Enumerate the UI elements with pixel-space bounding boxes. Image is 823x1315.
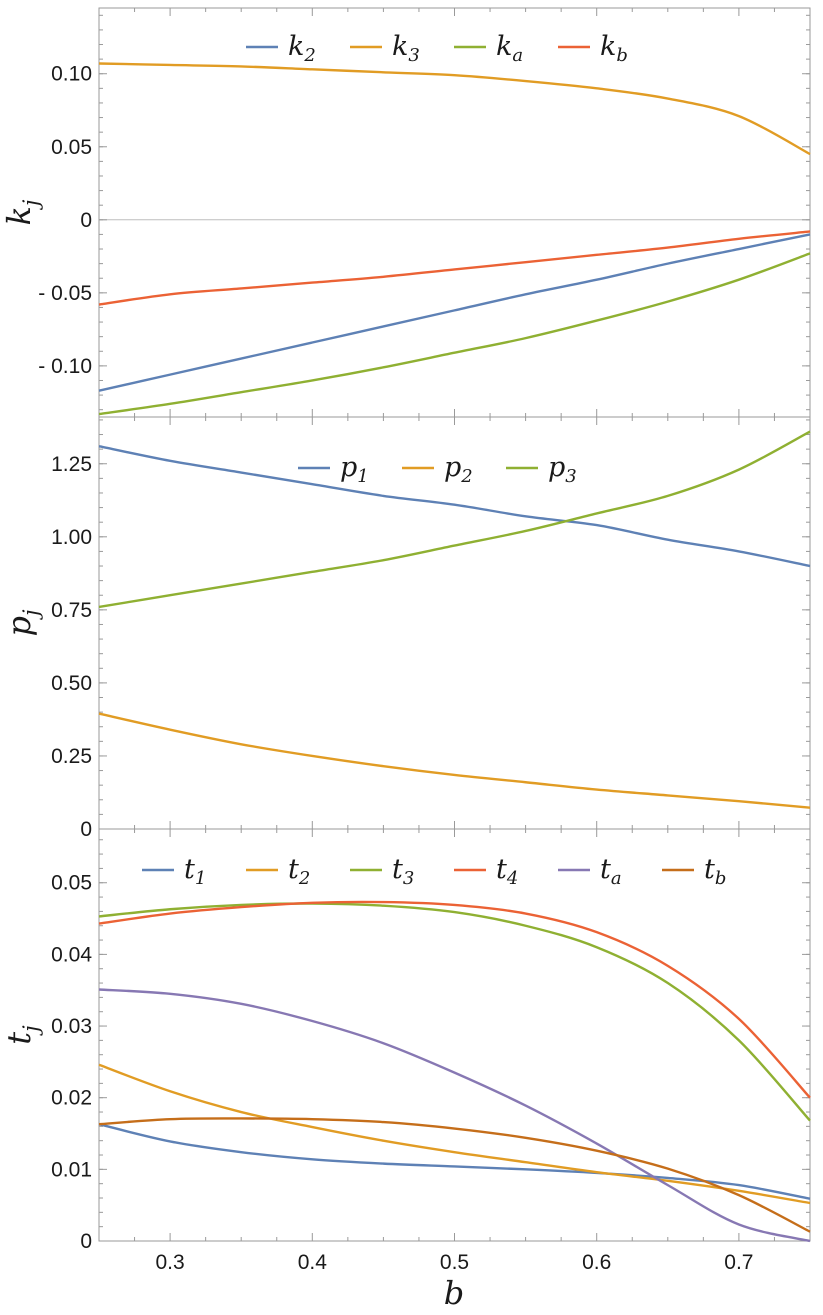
y-tick-label: 0: [80, 818, 92, 841]
y-tick-label: - 0.05: [38, 282, 92, 305]
legend-entry-subscript: 2: [303, 45, 315, 66]
legend-entry-subscript: 1: [195, 868, 206, 889]
y-tick-label: 1.00: [51, 526, 92, 549]
y-tick-label: 0.03: [51, 1015, 92, 1038]
y-tick-label: 0: [80, 209, 92, 232]
y-tick-label: 0.04: [51, 943, 92, 966]
y-tick-label: 0.01: [51, 1158, 92, 1181]
legend-entry: t2: [288, 854, 310, 889]
x-axis-label: b: [444, 1274, 464, 1312]
legend-entry: p1: [340, 452, 369, 487]
series-line-t-a: [98, 988, 811, 1243]
y-axis-label: tj: [0, 1025, 43, 1045]
legend-entry-subscript: a: [611, 868, 622, 889]
x-tick-label: 0.6: [582, 1251, 611, 1274]
legend-entry-subscript: 2: [460, 466, 472, 487]
series-line-k-b: [98, 230, 811, 306]
x-tick-label: 0.3: [155, 1251, 184, 1274]
legend-entry-subscript: a: [512, 45, 523, 66]
legend: k2 k3 ka kb: [246, 31, 628, 66]
legend-entry: k3: [392, 31, 420, 66]
series-line-p-1: [98, 445, 811, 568]
legend-entry-subscript: 2: [298, 868, 310, 889]
panel-t-values: 0.05 0.04 0.03 0.02 0.01 0 0.3 0.4 0.5 0.6 0.7 tj t1…: [0, 828, 811, 1274]
legend-entry: t1: [184, 854, 206, 889]
y-tick-label: 0.02: [51, 1087, 92, 1110]
legend-entry-subscript: 3: [565, 466, 576, 487]
series-line-k-a: [98, 252, 811, 416]
y-axis-label: pj: [0, 609, 43, 636]
legend-entry: ka: [496, 31, 523, 66]
y-axis-label-subscript: j: [19, 199, 43, 210]
y-tick-label: 0.10: [51, 63, 92, 86]
series-line-p-3: [98, 430, 811, 609]
legend-entry: p2: [444, 452, 473, 487]
legend: p1 p2 p3: [298, 452, 577, 487]
y-tick-label: - 0.10: [38, 355, 92, 378]
y-tick-label: 0: [80, 1230, 92, 1253]
x-tick-label: 0.7: [724, 1251, 753, 1274]
series-line-t-3: [98, 902, 811, 1122]
legend-entry-subscript: b: [616, 45, 628, 66]
legend-entry-subscript: 1: [357, 466, 368, 487]
panel-k-coefficients: 0.10 0.05 0 - 0.05 - 0.10 kj k2 k3 ka kb: [0, 7, 811, 418]
legend-entry: tb: [704, 854, 726, 889]
legend-entry: t4: [496, 854, 518, 889]
series-line-t-b: [98, 1117, 811, 1233]
legend: t1 t2 t3 t4 ta tb: [142, 854, 726, 889]
series-line-k-2: [98, 233, 811, 392]
legend-entry: ta: [600, 854, 622, 889]
y-tick-label: 0.50: [51, 672, 92, 695]
y-tick-label: 0.05: [51, 872, 92, 895]
legend-entry-subscript: 4: [506, 868, 518, 889]
legend-entry: k2: [288, 31, 316, 66]
y-tick-label: 0.25: [51, 745, 92, 768]
y-tick-label: 0.75: [51, 599, 92, 622]
series-line-t-1: [98, 1123, 811, 1200]
y-tick-label: 1.25: [51, 453, 92, 476]
series-line-t-4: [98, 900, 811, 1099]
legend-entry: kb: [600, 31, 628, 66]
legend-entry-subscript: b: [715, 868, 727, 889]
panel-p-values: 1.25 1.00 0.75 0.50 0.25 0 pj p1 p2 p3: [0, 416, 811, 841]
legend-entry: t3: [392, 854, 414, 889]
y-axis-label: kj: [0, 199, 43, 225]
x-tick-label: 0.5: [440, 1251, 469, 1274]
legend-entry-subscript: 3: [408, 45, 419, 66]
plot-frame: [98, 828, 811, 1242]
x-axis-title: b: [444, 1274, 464, 1312]
series-line-t-2: [98, 1063, 811, 1205]
legend-entry-subscript: 3: [403, 868, 414, 889]
y-axis-label-subscript: j: [19, 1025, 43, 1036]
y-axis-label-subscript: j: [19, 609, 43, 620]
x-tick-label: 0.4: [298, 1251, 328, 1274]
series-line-p-2: [98, 712, 811, 809]
series-line-k-3: [98, 62, 811, 156]
plot-frame: [98, 7, 811, 418]
legend-entry: p3: [548, 452, 577, 487]
y-tick-label: 0.05: [51, 136, 92, 159]
